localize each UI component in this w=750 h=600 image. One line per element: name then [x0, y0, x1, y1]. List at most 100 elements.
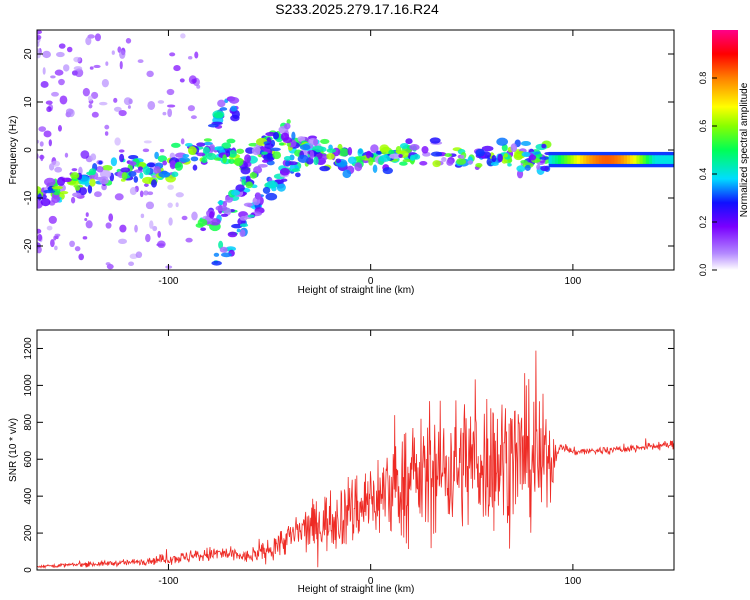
noise-blob	[166, 88, 175, 96]
noise-blob	[137, 59, 144, 64]
noise-blob	[89, 66, 94, 70]
noise-blob	[125, 38, 132, 44]
spectral-blob	[540, 165, 550, 172]
x-tick-label: 100	[565, 276, 582, 287]
spectral-blob	[87, 184, 93, 194]
spectral-blob	[389, 153, 401, 159]
spectral-blob	[284, 122, 291, 130]
noise-blob	[39, 141, 44, 147]
spectral-blob	[128, 170, 137, 177]
spectral-blob	[309, 150, 315, 160]
tone-band-segment	[642, 155, 647, 164]
spectral-blob	[90, 153, 97, 161]
noise-blob	[187, 105, 195, 112]
noise-blob	[105, 262, 111, 266]
spectral-blob	[70, 172, 80, 180]
spectral-blob	[215, 271, 223, 280]
spectral-blob	[287, 161, 298, 166]
noise-blob	[40, 154, 44, 162]
tone-band-segment	[558, 155, 562, 164]
spectral-blob	[347, 146, 353, 156]
noise-blob	[54, 166, 63, 173]
spectral-blob	[248, 142, 259, 147]
noise-blob	[157, 240, 166, 249]
spectral-blob	[245, 175, 251, 182]
spectral-blob	[379, 144, 390, 153]
y-tick-label: 0	[23, 147, 34, 153]
tone-band-segment	[652, 155, 656, 164]
spectral-blob	[74, 185, 81, 191]
noise-blob	[58, 78, 65, 86]
spectral-blob	[456, 158, 467, 165]
noise-blob	[127, 105, 131, 109]
noise-blob	[168, 217, 173, 226]
spectral-blob	[51, 185, 64, 190]
noise-blob	[66, 46, 73, 53]
tone-band-segment	[623, 155, 628, 164]
spectral-blob	[228, 158, 235, 164]
spectral-blob	[375, 150, 382, 155]
noise-blob	[113, 106, 122, 112]
spectral-blob	[429, 137, 441, 144]
tone-band-segment	[570, 155, 575, 164]
noise-blob	[194, 51, 199, 59]
spectral-blob	[335, 158, 342, 164]
tone-band-segment	[573, 155, 578, 164]
noise-blob	[80, 150, 90, 159]
noise-blob	[59, 95, 68, 105]
noise-blob	[85, 220, 93, 229]
spectral-blob	[491, 155, 497, 162]
spectral-blob	[266, 180, 278, 189]
y-tick-label: 0	[23, 567, 34, 573]
noise-blob	[105, 61, 109, 66]
noise-blob	[128, 261, 135, 267]
noise-blob	[113, 97, 118, 103]
noise-blob	[135, 251, 143, 259]
noise-blob	[74, 68, 84, 78]
spectral-blob	[153, 166, 162, 175]
spectral-blob	[441, 157, 447, 162]
noise-blob	[119, 60, 123, 70]
noise-blob	[145, 233, 151, 243]
spectral-blob	[196, 152, 206, 157]
spectral-blob	[320, 138, 330, 145]
spectral-blob	[421, 146, 429, 154]
colorbar-tick-label: 0.6	[698, 120, 708, 133]
noise-blob	[140, 213, 145, 219]
spectral-blob	[240, 166, 251, 175]
colorbar-bar	[712, 30, 738, 270]
tone-band-segment	[658, 155, 662, 164]
spectral-blob	[521, 151, 531, 157]
tone-band-segment	[608, 155, 612, 164]
spectral-blob	[89, 178, 96, 187]
tone-band-segment	[605, 155, 609, 164]
spectral-blob	[253, 166, 263, 174]
spectral-blob	[154, 151, 159, 160]
colorbar-ticks: 0.0 0.2 0.4 0.6 0.8	[698, 72, 717, 277]
noise-blob	[56, 51, 65, 58]
tone-band-segment	[626, 155, 631, 164]
spectral-blob	[475, 148, 485, 157]
colorbar-tick-label: 0.0	[698, 264, 708, 277]
spectral-blob	[89, 168, 97, 175]
noise-blob	[46, 106, 52, 113]
y-tick-label: 20	[23, 48, 34, 60]
spectral-blob	[365, 150, 372, 159]
noise-blob	[105, 222, 112, 229]
spectral-blob	[280, 132, 290, 141]
spectral-blob	[151, 179, 157, 188]
spectral-blob	[133, 176, 139, 183]
spectral-blob	[213, 157, 222, 161]
noise-blob	[149, 220, 154, 229]
y-tick-label: 1200	[23, 337, 34, 360]
tone-band-segment	[639, 155, 644, 164]
noise-blob	[142, 148, 150, 153]
noise-blob	[85, 212, 89, 217]
tone-band-segment	[567, 155, 572, 164]
figure-title: S233.2025.279.17.16.R24	[275, 1, 439, 17]
spectrogram-y-label: Frequency (Hz)	[8, 116, 19, 185]
noise-blob	[104, 124, 110, 130]
spectral-blob	[501, 143, 508, 152]
spectral-blob	[171, 171, 179, 178]
spectral-blob	[146, 162, 156, 168]
